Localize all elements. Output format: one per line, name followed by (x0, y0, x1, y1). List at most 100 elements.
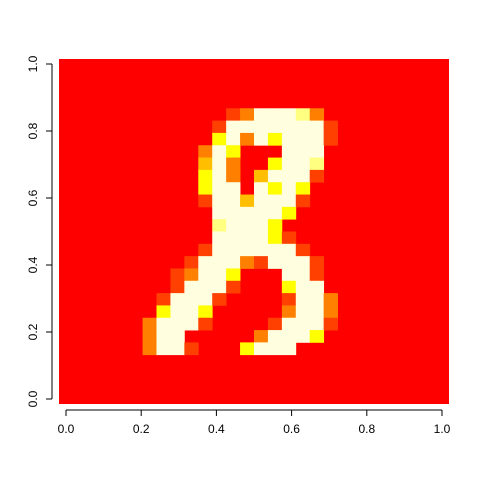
x-axis-tick-label: 0.6 (283, 422, 300, 436)
heatmap-cell (295, 317, 311, 331)
heatmap-cell (267, 194, 283, 208)
y-axis-tick-label: 0.4 (26, 256, 40, 273)
heatmap-cell (226, 231, 241, 245)
heatmap-cell (281, 182, 297, 195)
heatmap-cell (267, 157, 283, 171)
heatmap-cell (267, 182, 283, 195)
heatmap-cell (323, 293, 338, 306)
heatmap-cell (226, 120, 241, 134)
heatmap-cell (267, 219, 283, 232)
heatmap-cell (281, 293, 297, 306)
heatmap-cell (212, 243, 227, 257)
heatmap-cell (170, 342, 185, 356)
heatmap-cell (281, 231, 297, 245)
heatmap-cell (184, 268, 199, 282)
heatmap-cell (254, 132, 269, 146)
heatmap-cell (254, 120, 269, 134)
heatmap-cell (240, 132, 255, 146)
heatmap-cell (281, 330, 297, 343)
heatmap-cell (254, 219, 269, 232)
heatmap-cell (267, 108, 283, 122)
heatmap-cell (198, 256, 213, 269)
heatmap-cell (309, 280, 325, 294)
heatmap-cell (295, 169, 311, 183)
heatmap-cell (156, 305, 171, 319)
heatmap-cell (240, 206, 255, 220)
y-axis-tick-label: 0.8 (26, 122, 40, 139)
heatmap-cell (226, 243, 241, 257)
heatmap-cell (295, 280, 311, 294)
heatmap-cell (323, 132, 338, 146)
heatmap-cell (212, 169, 227, 183)
heatmap-cell (226, 157, 241, 171)
heatmap-cell (184, 293, 199, 306)
heatmap-cell (156, 317, 171, 331)
heatmap-cell (309, 108, 325, 122)
heatmap-cell (281, 157, 297, 171)
heatmap-cell (281, 342, 297, 356)
heatmap-cell (323, 120, 338, 134)
heatmap-cell (142, 342, 157, 356)
y-axis-tick-label: 0.0 (26, 390, 40, 407)
heatmap-cell (309, 305, 325, 319)
heatmap-cell (184, 280, 199, 294)
heatmap-cell (295, 194, 311, 208)
heatmap-cell (226, 219, 241, 232)
heatmap-cell (267, 120, 283, 134)
heatmap-cell (281, 317, 297, 331)
heatmap-cell (226, 280, 241, 294)
heatmap-cell (240, 120, 255, 134)
heatmap-cell (198, 157, 213, 171)
heatmap-cell (281, 280, 297, 294)
heatmap-cell (309, 132, 325, 146)
heatmap-cell (226, 169, 241, 183)
x-axis-tick-label: 0.4 (208, 422, 225, 436)
heatmap-cell (267, 169, 283, 183)
y-axis-tick-label: 0.2 (26, 323, 40, 340)
heatmap-cell (254, 330, 269, 343)
heatmap-cell (254, 243, 269, 257)
heatmap-cell (212, 268, 227, 282)
heatmap-cell (281, 132, 297, 146)
heatmap-cell (281, 305, 297, 319)
heatmap-cell (198, 145, 213, 158)
heatmap-cell (156, 293, 171, 306)
heatmap-cell (212, 157, 227, 171)
heatmap-cell (198, 169, 213, 183)
heatmap-cell (212, 132, 227, 146)
heatmap-cell (295, 243, 311, 257)
heatmap-cell (198, 182, 213, 195)
heatmap-cell (309, 157, 325, 171)
heatmap-cell (309, 120, 325, 134)
heatmap-cell (267, 132, 283, 146)
heatmap-cell (254, 206, 269, 220)
heatmap-cell (212, 194, 227, 208)
heatmap-cell (212, 231, 227, 245)
heatmap-cell (184, 317, 199, 331)
axes: 0.0 0.2 0.4 0.6 0.8 1.0 0.0 0.2 0.4 0.6 0.8 1.0 (26, 55, 451, 436)
heatmap-cell (295, 256, 311, 269)
heatmap-cell (254, 342, 269, 356)
heatmap-cell (309, 330, 325, 343)
heatmap-cell (212, 206, 227, 220)
heatmap-cell (184, 256, 199, 269)
heatmap-cell (281, 108, 297, 122)
heatmap-cell (309, 268, 325, 282)
heatmap-cell (295, 182, 311, 195)
heatmap-cell (309, 317, 325, 331)
heatmap-cell (267, 231, 283, 245)
heatmap-cell (212, 182, 227, 195)
heatmap-cell (240, 194, 255, 208)
heatmap-cell (170, 305, 185, 319)
heatmap-cell (309, 293, 325, 306)
heatmap-cell (226, 182, 241, 195)
heatmap-cell (226, 132, 241, 146)
heatmap-cell (323, 305, 338, 319)
heatmap-cell (240, 256, 255, 269)
heatmap-cell (212, 120, 227, 134)
heatmap-cell (295, 132, 311, 146)
heatmap-cell (295, 305, 311, 319)
heatmap-cell (295, 108, 311, 122)
heatmap-cell (295, 293, 311, 306)
